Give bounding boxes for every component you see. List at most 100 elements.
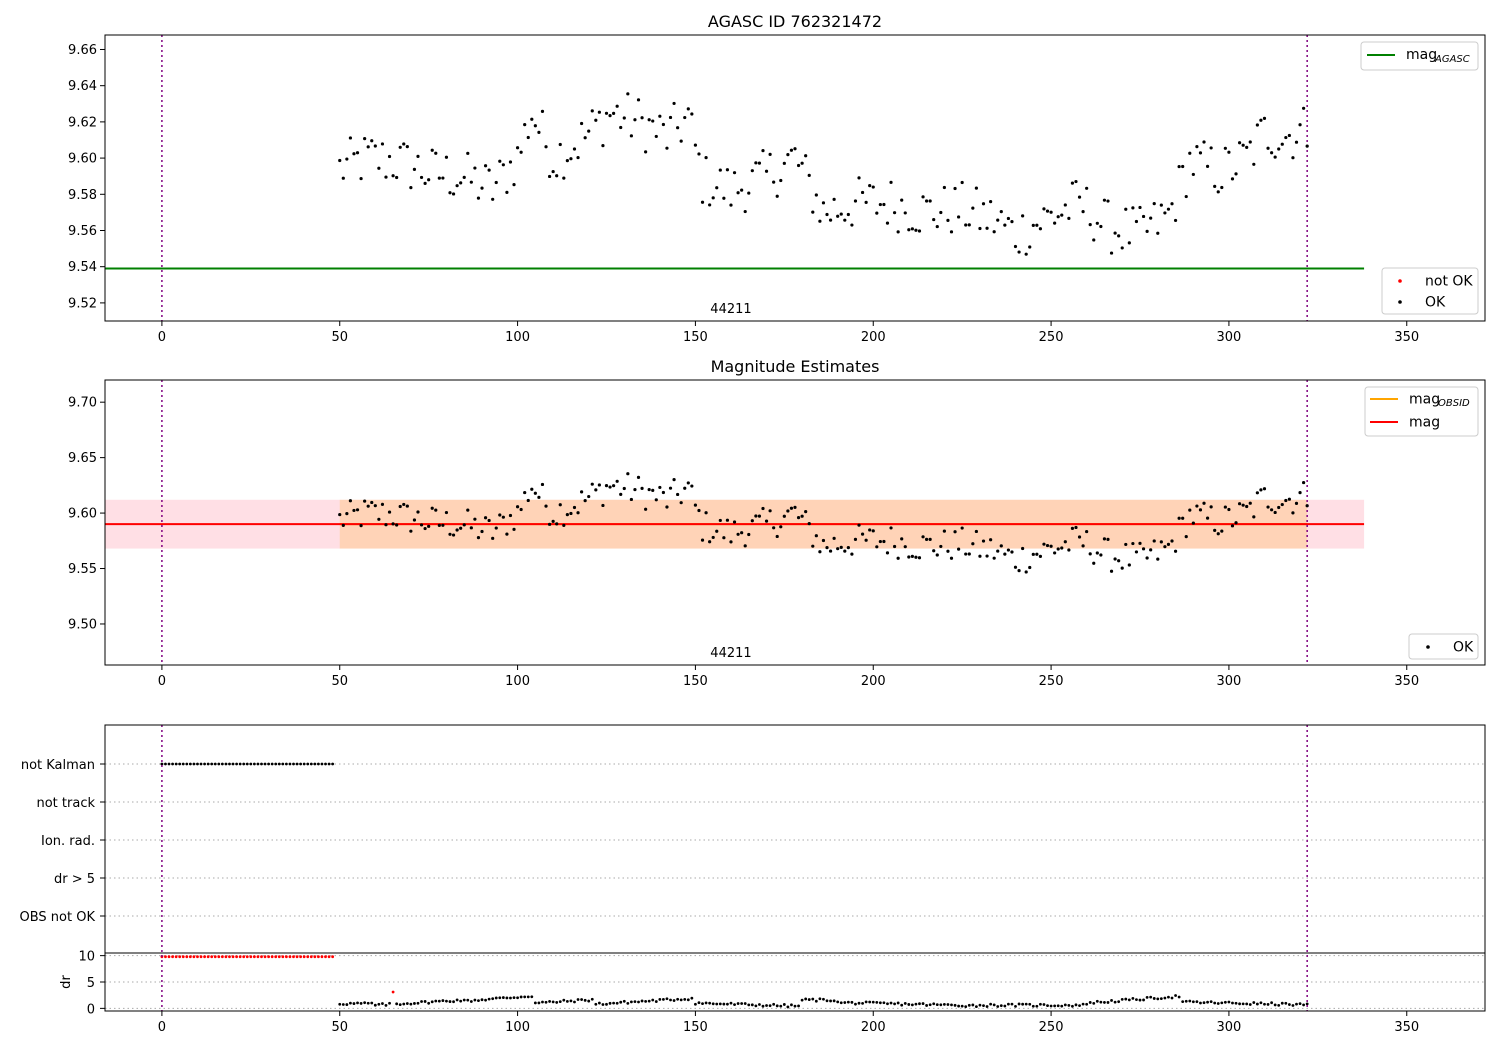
panel1-point — [1262, 116, 1267, 120]
panel2-point — [754, 514, 758, 518]
dr-point — [644, 999, 648, 1003]
dr-point — [1142, 998, 1145, 1002]
dr-flagged-point — [228, 955, 231, 959]
panel1-point — [1088, 223, 1092, 227]
dr-point — [1149, 995, 1153, 999]
panel1-point — [761, 149, 765, 153]
dr-flagged-point — [320, 955, 324, 959]
dr-point — [1056, 1004, 1060, 1008]
panel1-point — [1049, 210, 1053, 214]
panel2-point — [1195, 504, 1199, 508]
dr-point — [914, 1002, 918, 1006]
panel1-point — [1259, 118, 1263, 122]
panel3-x-tick-label-0: 0 — [158, 1020, 166, 1035]
panel2-point — [907, 555, 911, 559]
panel2-point — [1269, 508, 1274, 512]
dr-point — [1213, 1001, 1217, 1005]
panel1-point — [409, 186, 413, 190]
panel1-point — [515, 146, 520, 150]
dr-flagged-point — [199, 955, 203, 959]
dr-point — [1053, 1004, 1057, 1008]
panel2-point — [537, 495, 541, 499]
panel1-point — [590, 109, 594, 113]
dr-point — [1071, 1004, 1074, 1008]
dr-point — [1280, 1001, 1284, 1005]
panel1-point — [992, 230, 996, 234]
panel2-point — [380, 502, 385, 507]
panel2-point — [558, 503, 562, 507]
panel2-point — [1056, 547, 1060, 551]
panel2-point — [1021, 546, 1025, 551]
panel2-point — [1117, 559, 1121, 563]
legend-mag-agasc-subscript: AGASC — [1434, 54, 1470, 65]
panel2-point — [1302, 480, 1306, 485]
panel2-point — [384, 523, 388, 527]
panel1-point — [1305, 144, 1309, 148]
panel2-point — [825, 546, 829, 550]
dr-point — [1188, 999, 1192, 1003]
dr-point — [530, 995, 534, 999]
dr-point — [733, 1003, 736, 1007]
dr-point — [878, 1001, 882, 1005]
panel1-point — [1024, 252, 1028, 256]
panel1-point — [779, 178, 783, 183]
dr-point — [857, 1001, 861, 1005]
panel2-point — [1173, 549, 1178, 553]
panel3-x-tick-label-3: 150 — [683, 1020, 708, 1035]
panel1-point — [1277, 147, 1281, 151]
panel2-point — [1138, 541, 1142, 545]
dr-point — [797, 1004, 800, 1008]
panel1-point — [1284, 135, 1288, 140]
panel3-x-tick-label-5: 250 — [1039, 1020, 1064, 1035]
dr-point — [1138, 998, 1142, 1002]
dr-point — [583, 998, 587, 1002]
panel2-point — [1013, 565, 1018, 569]
dr-point — [1074, 1003, 1078, 1007]
panel2-x-tick-label-3: 150 — [683, 674, 708, 689]
dr-point — [459, 999, 463, 1003]
dr-point — [537, 1001, 541, 1005]
dr-point — [825, 999, 829, 1003]
dr-point — [576, 998, 580, 1001]
dr-point — [352, 1002, 356, 1005]
panel2-point — [1181, 516, 1185, 520]
not-kalman-point — [238, 762, 242, 766]
panel1-point — [466, 151, 470, 155]
panel2-point — [804, 510, 808, 514]
panel1-point — [1113, 231, 1117, 235]
panel1-point — [448, 191, 452, 195]
not-kalman-point — [160, 762, 164, 766]
dr-point — [903, 1002, 907, 1005]
dr-point — [1152, 997, 1156, 1000]
panel2-point — [942, 529, 946, 533]
dr-point — [1248, 1003, 1252, 1006]
panel2-point — [1273, 510, 1277, 515]
dr-point — [1298, 1002, 1302, 1006]
panel2-point — [579, 490, 584, 494]
dr-point — [708, 1001, 712, 1005]
dr-point — [711, 1002, 715, 1006]
panel1-point — [558, 142, 562, 147]
dr-point — [822, 997, 825, 1001]
panel1-point — [363, 137, 367, 141]
dr-point — [473, 998, 477, 1002]
dr-point — [1206, 1000, 1209, 1004]
panel1-point — [555, 174, 559, 178]
panel1-point — [729, 203, 733, 207]
panel2-legend-lower: OK — [1408, 633, 1479, 660]
dr-point — [1007, 1002, 1010, 1006]
panel2-point — [704, 511, 708, 515]
panel1-y-tick-label-5: 9.62 — [68, 115, 97, 130]
panel2-point — [601, 503, 605, 508]
panel1-point — [533, 124, 537, 128]
panel2-point — [551, 519, 555, 523]
dr-flagged-point — [274, 955, 278, 959]
not-kalman-point — [228, 762, 231, 766]
panel2-point — [355, 508, 360, 512]
panel1-point — [476, 196, 481, 200]
panel1-point — [1056, 215, 1060, 219]
panel1-point — [427, 178, 431, 182]
not-kalman-point — [164, 762, 167, 766]
panel1-point — [1038, 227, 1043, 231]
panel2-point — [1294, 501, 1299, 505]
